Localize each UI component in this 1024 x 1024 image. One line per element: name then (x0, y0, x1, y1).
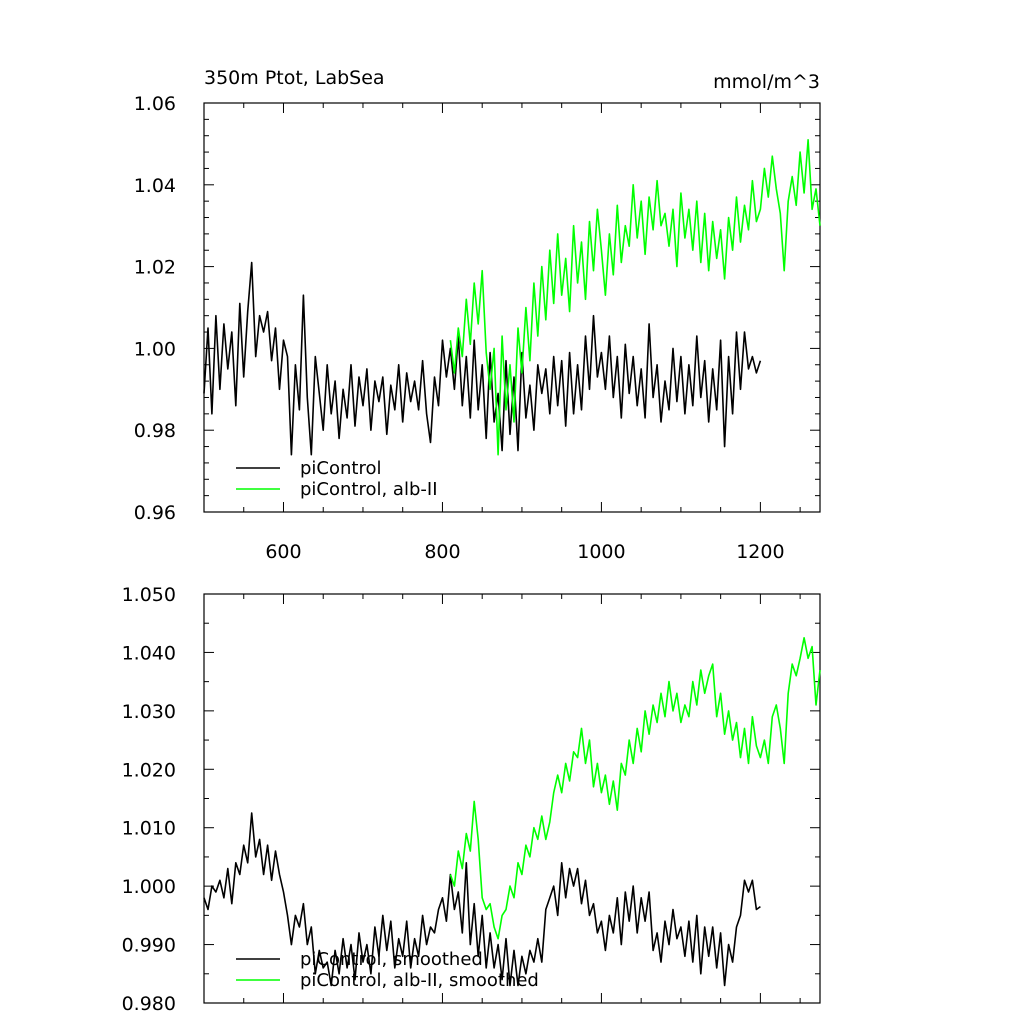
top-title: 350m Ptot, LabSea (204, 67, 385, 89)
top-y-tick-label: 1.02 (134, 257, 176, 279)
top-legend-label-1: piControl (300, 458, 382, 479)
bottom-panel: 0.980 0.990 1.000 1.010 1.020 1.030 1.040 1.050… (122, 584, 821, 1015)
bottom-legend-label-1: piControl, smoothed (300, 949, 483, 970)
top-x-tick-label: 800 (424, 541, 460, 563)
bottom-series-line-1 (203, 812, 761, 987)
top-y-tick-label: 1.04 (134, 175, 176, 197)
top-panel: 350m Ptot, LabSea mmol/m^3 600 800 1000 120… (134, 67, 821, 563)
bottom-legend-label-2: piControl, alb-II, smoothed (300, 970, 539, 991)
top-y-tick-label: 1.00 (134, 338, 176, 360)
bottom-plot-frame (203, 593, 821, 1004)
bottom-y-tick-label: 0.980 (122, 993, 176, 1015)
top-y-tick-label: 0.98 (134, 420, 176, 442)
bottom-y-tick-label: 1.050 (122, 584, 176, 606)
top-x-tick-label: 1200 (736, 541, 784, 563)
bottom-y-tick-label: 1.000 (122, 876, 176, 898)
top-x-tick-label: 600 (265, 541, 301, 563)
top-plot-frame (203, 102, 821, 513)
bottom-y-tick-label: 1.030 (122, 701, 176, 723)
bottom-y-tick-label: 1.010 (122, 818, 176, 840)
top-x-tick-label: 1000 (577, 541, 625, 563)
bottom-series-line-2 (449, 636, 821, 940)
top-legend-label-2: piControl, alb-II (300, 479, 438, 500)
top-series-line-2 (449, 139, 821, 456)
top-series-line-1 (203, 261, 762, 456)
top-y-tick-label: 1.06 (134, 93, 176, 115)
bottom-y-tick-label: 1.040 (122, 642, 176, 664)
top-units: mmol/m^3 (713, 71, 820, 93)
bottom-y-tick-label: 1.020 (122, 759, 176, 781)
bottom-y-tick-label: 0.990 (122, 935, 176, 957)
top-y-tick-label: 0.96 (134, 502, 176, 524)
